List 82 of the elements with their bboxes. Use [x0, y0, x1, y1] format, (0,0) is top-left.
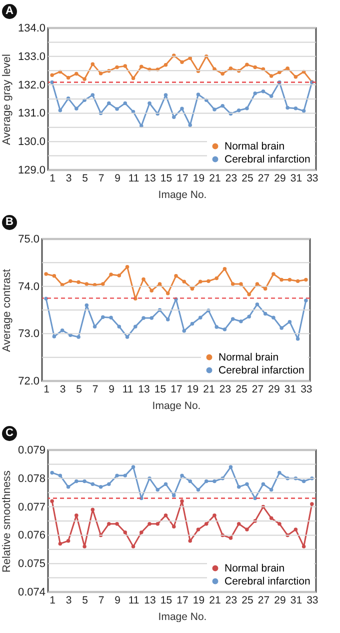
x-tick-label: 17: [176, 172, 188, 184]
x-tick-label: 23: [219, 384, 232, 396]
x-tick-label: 19: [186, 384, 199, 396]
x-tick-label: 11: [128, 594, 140, 606]
x-tick-label: 21: [203, 384, 215, 396]
legend-label: Normal brain: [218, 351, 279, 364]
x-tick-label: 33: [306, 594, 318, 606]
x-tick-label: 31: [284, 384, 296, 396]
x-axis-title: Image No.: [152, 400, 201, 412]
y-axis-title: Relative smoothness: [0, 470, 13, 573]
legend-label: Normal brain: [224, 140, 285, 152]
x-tick-label: 7: [92, 384, 98, 396]
y-tick-label: 129.0: [18, 164, 46, 176]
chart-title: B: [2, 215, 17, 230]
x-tick-label: 5: [82, 172, 88, 184]
y-axis-title: Average contrast: [1, 269, 14, 352]
x-tick-label: 17: [170, 384, 182, 396]
x-tick-label: 19: [192, 594, 205, 606]
chart-title: A: [2, 4, 17, 19]
x-tick-label: 3: [66, 172, 72, 184]
x-tick-label: 13: [144, 172, 156, 184]
x-tick-label: 3: [66, 594, 72, 606]
x-tick-label: 15: [160, 594, 172, 606]
x-tick-label: 29: [268, 384, 280, 396]
x-tick-label: 29: [274, 594, 286, 606]
y-tick-label: 134.0: [18, 22, 46, 34]
x-tick-label: 27: [252, 384, 264, 396]
y-tick-label: 131.0: [18, 108, 46, 120]
y-tick-label: 0.074: [18, 586, 46, 598]
x-tick-label: 21: [209, 172, 221, 184]
y-tick-label: 74.0: [18, 280, 40, 293]
x-tick-label: 13: [144, 594, 156, 606]
chart-title: C: [2, 426, 17, 441]
x-tick-label: 15: [154, 384, 166, 396]
x-tick-label: 7: [98, 172, 104, 184]
x-axis-title: Image No.: [158, 189, 207, 201]
y-tick-label: 130.0: [18, 136, 46, 148]
y-tick-label: 0.077: [18, 501, 46, 514]
y-tick-label: 73.0: [18, 328, 40, 340]
legend-label: Normal brain: [224, 562, 285, 574]
x-tick-label: 1: [50, 594, 56, 606]
x-tick-label: 27: [258, 172, 270, 184]
x-tick-label: 13: [138, 384, 150, 396]
y-tick-label: 0.078: [18, 472, 46, 485]
x-tick-label: 15: [160, 172, 172, 184]
x-tick-label: 5: [82, 594, 88, 606]
x-tick-label: 1: [44, 384, 50, 396]
x-tick-label: 33: [300, 384, 312, 396]
x-tick-label: 25: [236, 384, 248, 396]
y-tick-label: 72.0: [18, 376, 40, 388]
legend-label: Cerebral infarction: [218, 364, 304, 376]
x-tick-label: 11: [122, 384, 134, 396]
x-tick-label: 31: [290, 594, 302, 606]
y-tick-label: 133.0: [18, 50, 46, 63]
x-tick-label: 27: [258, 594, 270, 606]
x-tick-label: 25: [242, 172, 254, 184]
y-tick-label: 0.076: [18, 530, 46, 542]
legend-label: Cerebral infarction: [224, 575, 310, 588]
x-tick-label: 23: [225, 594, 238, 606]
x-tick-label: 9: [108, 384, 115, 396]
x-tick-label: 7: [98, 594, 104, 606]
x-tick-label: 11: [128, 172, 140, 184]
x-tick-label: 1: [50, 172, 56, 184]
x-tick-label: 21: [209, 594, 221, 606]
y-tick-label: 0.079: [18, 444, 46, 456]
legend-label: Cerebral infarction: [224, 153, 310, 166]
x-tick-label: 3: [60, 384, 66, 396]
x-tick-label: 29: [274, 172, 286, 184]
x-tick-label: 9: [114, 172, 121, 184]
x-tick-label: 25: [242, 594, 254, 606]
x-axis-title: Image No.: [158, 611, 207, 623]
x-tick-label: 19: [192, 172, 205, 184]
y-tick-label: 132.0: [18, 79, 46, 92]
x-tick-label: 23: [225, 172, 238, 184]
y-axis-title: Average gray level: [0, 54, 13, 145]
x-tick-label: 17: [176, 594, 188, 606]
x-tick-label: 33: [306, 172, 318, 184]
y-tick-label: 0.075: [18, 558, 46, 570]
y-tick-label: 75.0: [18, 234, 40, 246]
x-tick-label: 31: [290, 172, 302, 184]
x-tick-label: 9: [114, 594, 121, 606]
x-tick-label: 5: [76, 384, 82, 396]
